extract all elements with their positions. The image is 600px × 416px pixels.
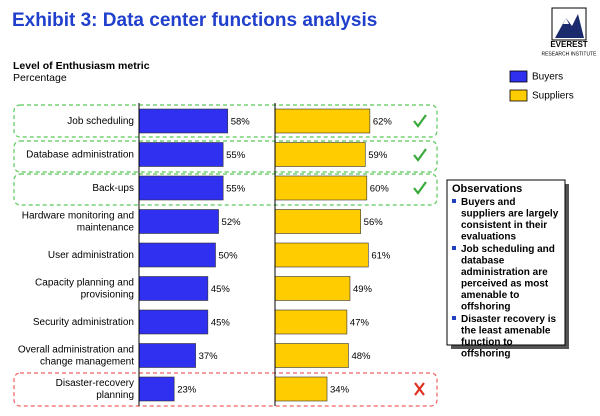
value-label: 45%	[211, 284, 231, 295]
legend-label: Buyers	[532, 72, 563, 83]
bar	[274, 276, 351, 301]
value-label: 55%	[226, 150, 246, 161]
category-label: Overall administration and change managem…	[18, 344, 134, 367]
bar	[138, 242, 216, 268]
value-label: 48%	[351, 351, 371, 362]
category-label: Job scheduling	[67, 116, 134, 127]
chart-title: Exhibit 3: Data center functions analysi…	[12, 10, 377, 31]
bar	[138, 175, 224, 201]
bar	[274, 343, 349, 368]
bar	[138, 108, 229, 134]
bar	[138, 276, 209, 301]
logo-tagline: RESEARCH INSTITUTE	[541, 51, 597, 57]
bar	[274, 108, 371, 134]
value-label: 37%	[199, 351, 219, 362]
subtitle: Level of Enthusiasm metric	[13, 60, 150, 72]
value-label: 52%	[222, 217, 242, 228]
check-mark	[413, 148, 427, 162]
value-label: 59%	[368, 150, 388, 161]
value-label: 61%	[371, 251, 391, 262]
x-mark	[414, 382, 425, 396]
value-label: 56%	[364, 217, 384, 228]
logo: EVEREST RESEARCH INSTITUTE	[541, 7, 597, 57]
check-mark	[413, 181, 427, 195]
unit-label: Percentage	[13, 72, 67, 84]
legend-swatch	[509, 89, 528, 102]
highlight-box	[13, 140, 438, 173]
bar	[138, 309, 209, 335]
observations-box	[446, 179, 566, 346]
value-label: 62%	[373, 117, 393, 128]
value-label: 50%	[219, 251, 239, 262]
logo-name: EVEREST	[550, 40, 587, 49]
legend-swatch	[509, 70, 528, 83]
value-label: 45%	[211, 318, 231, 329]
highlight-box	[13, 104, 438, 138]
observation-text: Job scheduling and database administration…	[461, 244, 555, 313]
category-label: Disaster-recovery planning	[56, 378, 134, 401]
value-label: 49%	[353, 284, 373, 295]
bar	[274, 309, 348, 335]
check-mark	[413, 114, 427, 128]
legend-label: Suppliers	[532, 91, 574, 102]
category-label: Back-ups	[92, 183, 134, 194]
highlight-box	[13, 372, 438, 407]
category-label: Database administration	[26, 149, 134, 160]
observation-text: Disaster recovery is the least amenable fu…	[461, 314, 557, 360]
bar	[274, 142, 366, 167]
bullet	[452, 199, 456, 203]
value-label: 60%	[370, 184, 390, 195]
bar	[138, 343, 196, 368]
bar	[138, 142, 224, 167]
bar	[138, 376, 175, 402]
bullet	[452, 316, 456, 320]
bar	[274, 209, 361, 234]
observations-title: Observations	[452, 183, 522, 195]
bar	[138, 209, 219, 234]
value-label: 47%	[350, 318, 370, 329]
category-label: Security administration	[33, 317, 134, 328]
bar	[274, 175, 368, 201]
value-label: 55%	[226, 184, 246, 195]
value-label: 23%	[177, 385, 197, 396]
highlight-box	[13, 173, 438, 206]
value-label: 58%	[231, 117, 251, 128]
value-label: 34%	[330, 385, 350, 396]
bullet	[452, 246, 456, 250]
observation-text: Buyers and suppliers are largely consisten…	[461, 197, 559, 243]
category-label: Capacity planning and provisioning	[35, 277, 134, 300]
category-label: Hardware monitoring and maintenance	[22, 210, 135, 233]
bar	[274, 376, 328, 402]
bar	[274, 242, 369, 268]
category-label: User administration	[48, 250, 134, 261]
